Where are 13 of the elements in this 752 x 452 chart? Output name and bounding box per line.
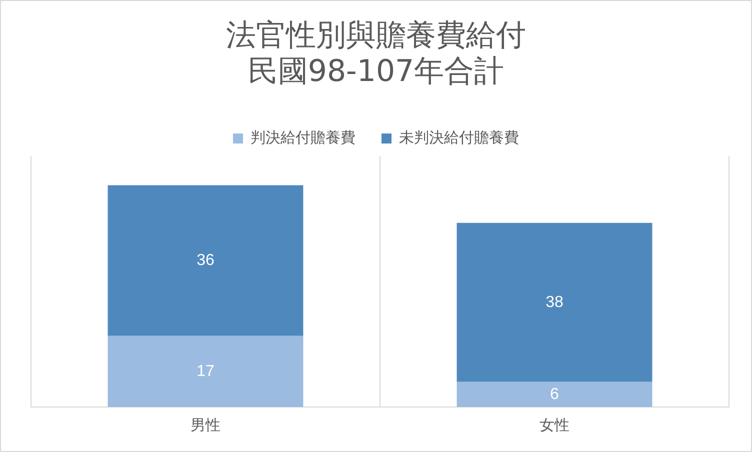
x-tick-label: 女性 bbox=[540, 416, 570, 434]
bar bbox=[108, 336, 304, 407]
data-label: 38 bbox=[546, 294, 564, 311]
x-tick-label: 男性 bbox=[190, 416, 220, 434]
data-label: 6 bbox=[550, 386, 560, 403]
data-label: 17 bbox=[196, 362, 214, 380]
legend-label: 未判決給付贍養費 bbox=[399, 128, 519, 146]
data-label: 36 bbox=[196, 252, 214, 269]
bar bbox=[456, 222, 652, 382]
bar bbox=[108, 185, 304, 336]
legend-label: 判決給付贍養費 bbox=[250, 128, 356, 146]
bar bbox=[456, 382, 652, 407]
chart-title: 法官性別與贍養費給付民國98-107年合計 bbox=[226, 18, 526, 89]
